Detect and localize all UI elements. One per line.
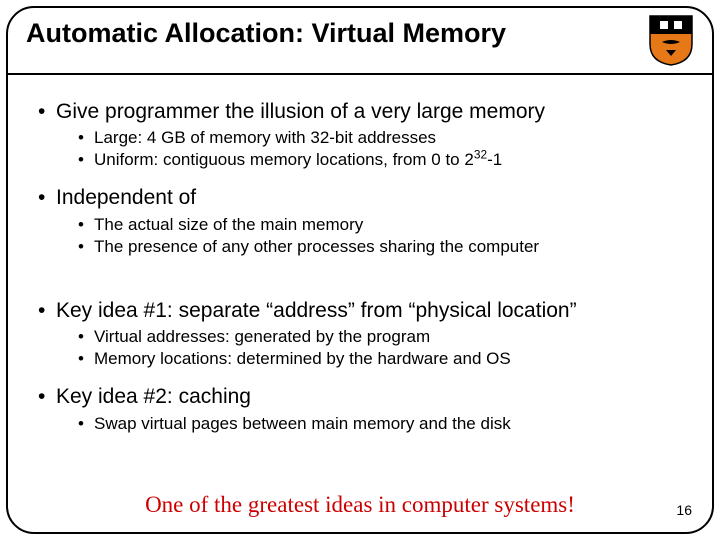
bullet-level2: Memory locations: determined by the hard…	[78, 348, 690, 370]
bullet-level2: Large: 4 GB of memory with 32-bit addres…	[78, 127, 690, 149]
sub-bullet-list: The actual size of the main memoryThe pr…	[56, 214, 690, 258]
princeton-shield-icon	[648, 14, 694, 66]
footer-tagline: One of the greatest ideas in computer sy…	[0, 492, 720, 518]
bullet-level2: The presence of any other processes shar…	[78, 236, 690, 258]
bullet-level1: Key idea #2: caching Swap virtual pages b…	[38, 384, 690, 434]
slide-title: Automatic Allocation: Virtual Memory	[26, 18, 506, 49]
sub-bullet-list: Virtual addresses: generated by the prog…	[56, 326, 690, 370]
sub-bullet-list: Swap virtual pages between main memory a…	[56, 413, 690, 435]
bullet-level1: Independent of The actual size of the mai…	[38, 185, 690, 257]
bullet-text: Independent of	[56, 186, 196, 209]
bullet-level2: Swap virtual pages between main memory a…	[78, 413, 690, 435]
bullet-text: Give programmer the illusion of a very l…	[56, 100, 545, 123]
bullet-list: Give programmer the illusion of a very l…	[38, 99, 690, 435]
title-underline	[8, 73, 712, 75]
bullet-level2: The actual size of the main memory	[78, 214, 690, 236]
bullet-text: Key idea #1: separate “address” from “ph…	[56, 299, 577, 322]
bullet-level1: Give programmer the illusion of a very l…	[38, 99, 690, 171]
bullet-text: Key idea #2: caching	[56, 385, 251, 408]
page-number: 16	[676, 502, 692, 518]
bullet-level2: Uniform: contiguous memory locations, fr…	[78, 149, 690, 171]
bullet-level1: Key idea #1: separate “address” from “ph…	[38, 298, 690, 370]
content-area: Give programmer the illusion of a very l…	[38, 85, 690, 435]
sub-bullet-list: Large: 4 GB of memory with 32-bit addres…	[56, 127, 690, 171]
bullet-level2: Virtual addresses: generated by the prog…	[78, 326, 690, 348]
